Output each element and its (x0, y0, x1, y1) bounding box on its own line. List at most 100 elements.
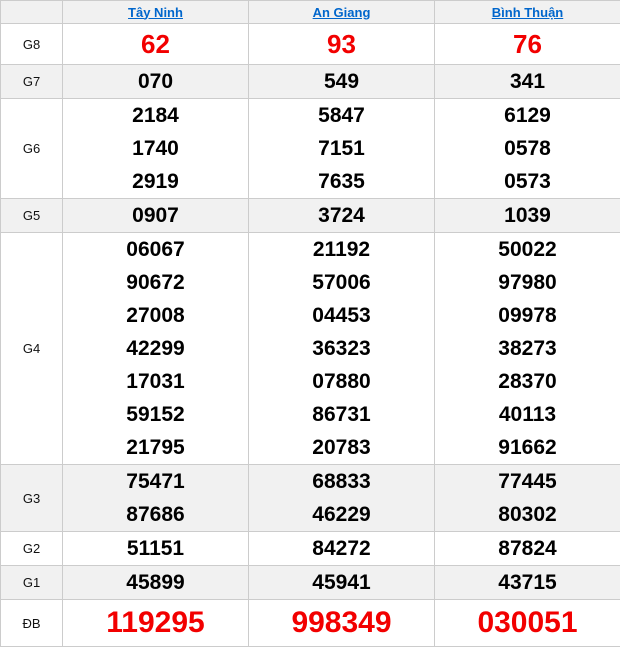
prize-cell: 45941 (249, 566, 435, 600)
prize-value: 86731 (249, 398, 434, 431)
prize-value: 2184 (63, 99, 248, 132)
prize-value: 070 (63, 65, 248, 98)
prize-value: 1740 (63, 132, 248, 165)
prize-value: 50022 (435, 233, 620, 266)
prize-value: 06067 (63, 233, 248, 266)
prize-value: 0578 (435, 132, 620, 165)
prize-label: G4 (1, 233, 63, 465)
prize-value: 75471 (63, 465, 248, 498)
prize-value: 51151 (63, 532, 248, 565)
prize-value: 87824 (435, 532, 620, 565)
prize-value: 40113 (435, 398, 620, 431)
prize-cell: 76 (435, 24, 620, 65)
prize-label: G3 (1, 465, 63, 532)
prize-value: 76 (435, 24, 620, 64)
prize-value: 43715 (435, 566, 620, 599)
prize-label: G5 (1, 199, 63, 233)
prize-value: 68833 (249, 465, 434, 498)
prize-value: 20783 (249, 431, 434, 464)
prize-cell: 3724 (249, 199, 435, 233)
prize-value: 80302 (435, 498, 620, 531)
prize-value: 59152 (63, 398, 248, 431)
prize-label: G8 (1, 24, 63, 65)
prize-value: 42299 (63, 332, 248, 365)
prize-cell: 62 (63, 24, 249, 65)
prize-value: 3724 (249, 199, 434, 232)
prize-cell: 51151 (63, 532, 249, 566)
prize-value: 1039 (435, 199, 620, 232)
prize-label: G1 (1, 566, 63, 600)
prize-value: 5847 (249, 99, 434, 132)
prize-value: 7635 (249, 165, 434, 198)
prize-cell: 84272 (249, 532, 435, 566)
prize-value: 21192 (249, 233, 434, 266)
prize-value: 0907 (63, 199, 248, 232)
prize-value: 36323 (249, 332, 434, 365)
prize-value: 46229 (249, 498, 434, 531)
prize-label: G2 (1, 532, 63, 566)
prize-value: 97980 (435, 266, 620, 299)
prize-value: 57006 (249, 266, 434, 299)
prize-value: 119295 (63, 600, 248, 646)
prize-value: 27008 (63, 299, 248, 332)
prize-cell: 0907 (63, 199, 249, 233)
prize-cell: 341 (435, 65, 620, 99)
prize-cell: 549 (249, 65, 435, 99)
prize-value: 28370 (435, 365, 620, 398)
prize-value: 030051 (435, 600, 620, 646)
prize-value: 77445 (435, 465, 620, 498)
prize-label: G6 (1, 99, 63, 199)
prize-value: 998349 (249, 600, 434, 646)
prize-value: 87686 (63, 498, 248, 531)
prize-value: 45899 (63, 566, 248, 599)
prize-label: ĐB (1, 600, 63, 647)
prize-value: 93 (249, 24, 434, 64)
prize-label: G7 (1, 65, 63, 99)
prize-value: 549 (249, 65, 434, 98)
province-link-binh-thuan[interactable]: Bình Thuận (492, 5, 564, 20)
prize-value: 04453 (249, 299, 434, 332)
prize-value: 341 (435, 65, 620, 98)
prize-value: 09978 (435, 299, 620, 332)
prize-value: 21795 (63, 431, 248, 464)
prize-cell: 070 (63, 65, 249, 99)
prize-cell: 43715 (435, 566, 620, 600)
prize-cell: 93 (249, 24, 435, 65)
column-header-province-3: Bình Thuận (435, 1, 620, 24)
prize-value: 90672 (63, 266, 248, 299)
prize-cell: 998349 (249, 600, 435, 647)
column-header-province-2: An Giang (249, 1, 435, 24)
header-row: Tây Ninh An Giang Bình Thuận (1, 1, 620, 24)
province-link-an-giang[interactable]: An Giang (313, 5, 371, 20)
prize-cell: 030051 (435, 600, 620, 647)
column-header-province-1: Tây Ninh (63, 1, 249, 24)
province-link-tay-ninh[interactable]: Tây Ninh (128, 5, 183, 20)
prize-value: 0573 (435, 165, 620, 198)
prize-cell: 45899 (63, 566, 249, 600)
corner-cell (1, 1, 63, 24)
prize-cell: 87824 (435, 532, 620, 566)
prize-value: 91662 (435, 431, 620, 464)
prize-value: 2919 (63, 165, 248, 198)
